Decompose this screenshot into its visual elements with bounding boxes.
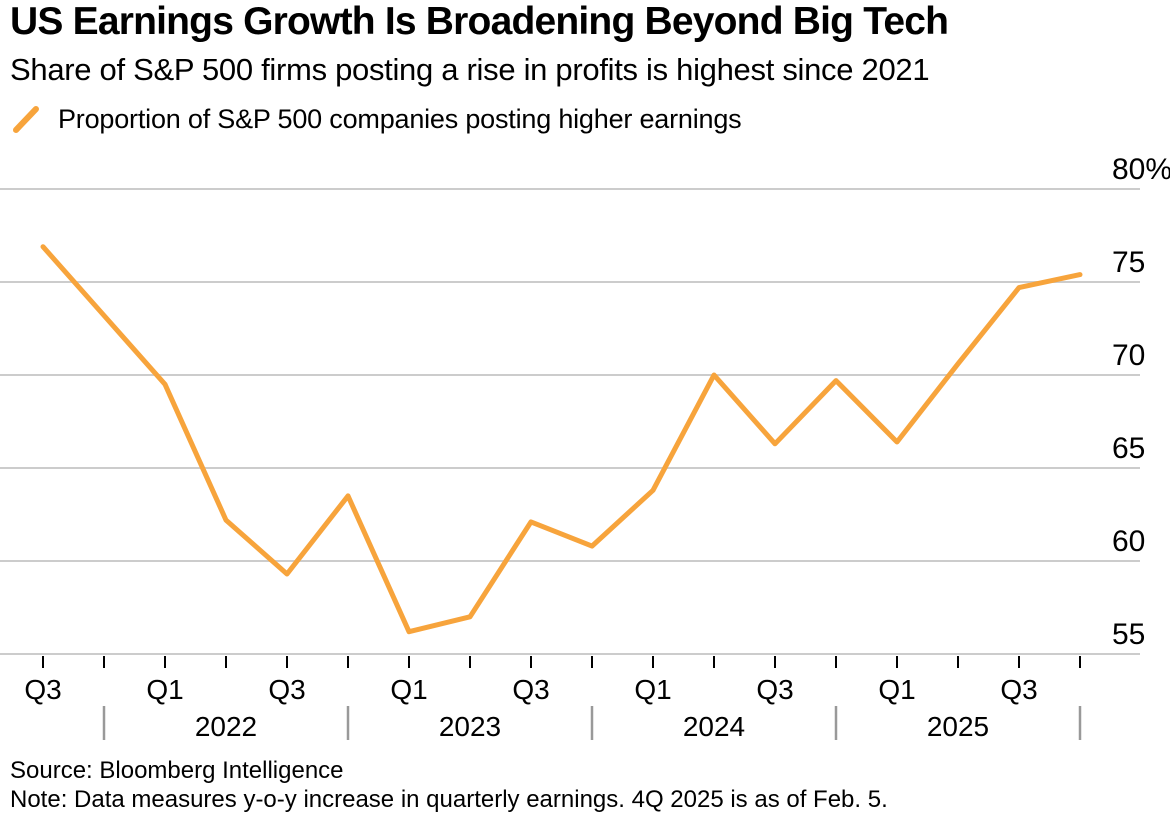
page-subtitle: Share of S&P 500 firms posting a rise in… [10, 52, 930, 87]
page-title: US Earnings Growth Is Broadening Beyond … [10, 0, 949, 43]
earnings-series-line [40, 244, 1083, 635]
x-quarter-label: Q3 [268, 674, 305, 705]
y-axis-label: 70 [1112, 339, 1145, 372]
x-quarter-label: Q1 [878, 674, 915, 705]
year-label: 2022 [195, 711, 257, 742]
legend-label: Proportion of S&P 500 companies posting … [58, 103, 742, 134]
x-quarter-label: Q1 [146, 674, 183, 705]
x-quarter-label: Q1 [634, 674, 671, 705]
y-axis-label: 75 [1112, 246, 1145, 279]
y-axis-label: 55 [1112, 618, 1145, 651]
year-label: 2023 [439, 711, 501, 742]
y-axis-label: 80% [1112, 153, 1170, 186]
y-axis-label: 60 [1112, 525, 1145, 558]
year-label: 2025 [927, 711, 989, 742]
x-quarter-label: Q1 [390, 674, 427, 705]
legend: Proportion of S&P 500 companies posting … [12, 102, 742, 136]
x-quarter-label: Q3 [1000, 674, 1037, 705]
legend-slash-icon [13, 106, 39, 133]
note-text: Note: Data measures y-o-y increase in qu… [10, 786, 888, 813]
x-quarter-label: Q3 [512, 674, 549, 705]
x-quarter-label: Q3 [24, 674, 61, 705]
year-label: 2024 [683, 711, 745, 742]
y-axis-label: 65 [1112, 432, 1145, 465]
x-quarter-label: Q3 [756, 674, 793, 705]
source-text: Source: Bloomberg Intelligence [10, 757, 344, 784]
